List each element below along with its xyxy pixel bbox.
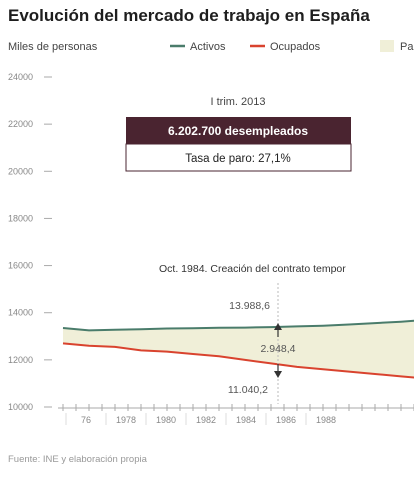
y-tick-label: 18000 (8, 213, 33, 223)
y-tick-label: 16000 (8, 261, 33, 271)
legend: Activos Ocupados Pa (170, 40, 414, 53)
x-tick-label: 1984 (236, 415, 256, 425)
paro-area (63, 320, 414, 378)
x-axis: 76 1978 1980 1982 1984 1986 1988 (58, 404, 414, 425)
gap-arrow-up-head (274, 323, 282, 330)
box-rate-label: Tasa de paro: 27,1% (185, 153, 291, 165)
y-tick-label: 22000 (8, 119, 33, 129)
info-box: I trim. 2013 6.202.700 desempleados Tasa… (125, 96, 352, 172)
source-note: Fuente: INE y elaboración propia (8, 454, 148, 465)
box-light (125, 143, 352, 172)
event-annotation: Oct. 1984. Creación del contrato tempor (159, 263, 346, 275)
ocupados-value-label: 11.040,2 (228, 384, 268, 396)
x-tick-label: 76 (81, 415, 91, 425)
chart-subtitle: Miles de personas (8, 41, 98, 53)
y-tick-label: 12000 (8, 355, 33, 365)
y-tick-label: 14000 (8, 308, 33, 318)
x-tick-label: 1986 (276, 415, 296, 425)
box-dark (126, 117, 351, 144)
box-period-label: I trim. 2013 (210, 96, 265, 108)
y-tick-label: 20000 (8, 166, 33, 176)
x-tick-label: 1988 (316, 415, 336, 425)
legend-label-paro: Pa (400, 41, 414, 53)
gap-arrow-down-head (274, 371, 282, 378)
legend-label-ocupados: Ocupados (270, 41, 321, 53)
plot-area (62, 283, 414, 404)
x-tick-label: 1982 (196, 415, 216, 425)
activos-value-label: 13.988,6 (229, 300, 270, 312)
chart-title: Evolución del mercado de trabajo en Espa… (8, 6, 370, 25)
box-unemployed-label: 6.202.700 desempleados (168, 124, 308, 138)
x-tick-label: 1980 (156, 415, 176, 425)
series-line-ocupados (62, 342, 414, 379)
series-line-activos (62, 319, 414, 332)
gap-value-label: 2.948,4 (260, 343, 295, 355)
y-axis: 24000 22000 20000 18000 16000 14000 12000 10000 (8, 72, 52, 412)
y-tick-label: 10000 (8, 402, 33, 412)
gap-annotation: 13.988,6 2.948,4 11.040,2 (228, 300, 296, 396)
legend-swatch-paro (380, 40, 394, 52)
y-tick-label: 24000 (8, 72, 33, 82)
legend-label-activos: Activos (190, 41, 226, 53)
x-tick-label: 1978 (116, 415, 136, 425)
